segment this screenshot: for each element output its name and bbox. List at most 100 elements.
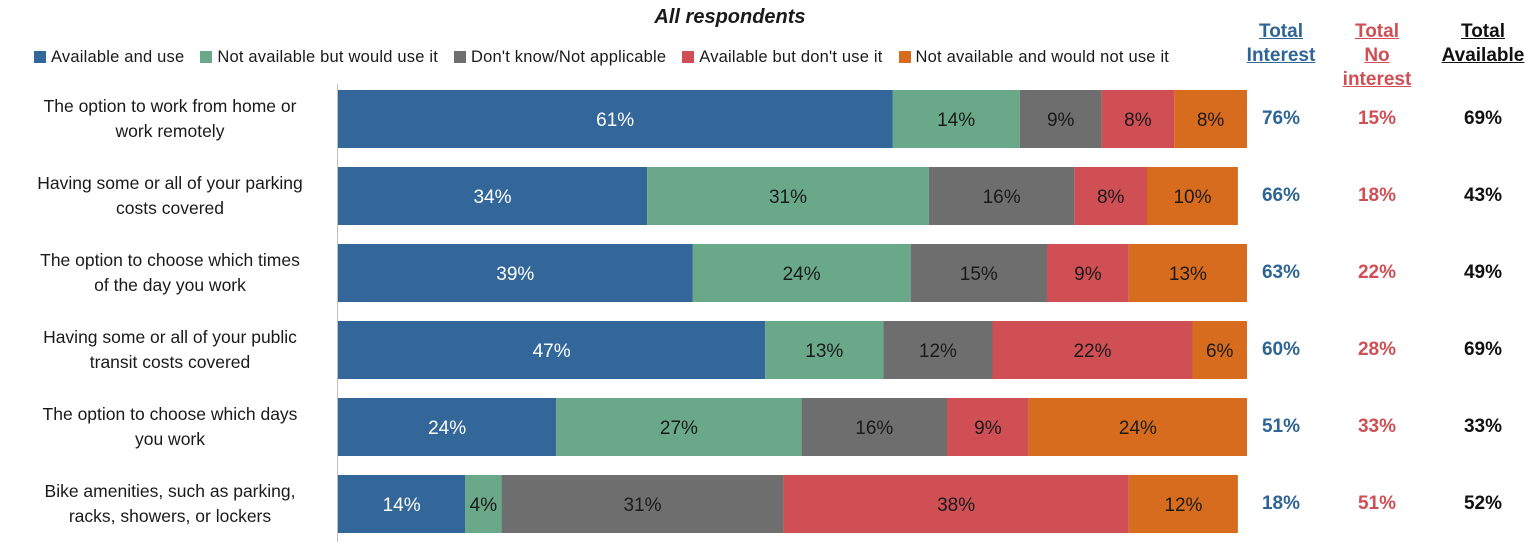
bar-data-label: 24% <box>1119 418 1157 439</box>
category-label: Having some or all of your public transit… <box>14 325 326 375</box>
bar-data-label: 14% <box>383 495 421 516</box>
total-no-interest-header: Total No interest <box>1329 20 1425 92</box>
bar-data-label: 8% <box>1197 110 1225 131</box>
category-label-line: Bike amenities, such as parking, <box>44 481 296 501</box>
category-label-line: costs covered <box>116 198 224 218</box>
legend-item: Don't know/Not applicable <box>454 48 666 67</box>
legend-label: Available and use <box>51 47 185 66</box>
total-interest-value: 66% <box>1261 185 1301 206</box>
total-available-value: 43% <box>1463 185 1503 206</box>
category-label-line: racks, showers, or lockers <box>68 506 272 526</box>
bar-segment <box>1101 90 1175 148</box>
category-axis-line <box>337 84 338 542</box>
legend-label: Available but don't use it <box>699 47 883 66</box>
bar-data-label: 38% <box>937 495 975 516</box>
bar-data-label: 12% <box>919 341 957 362</box>
bar-segment <box>910 244 1048 302</box>
bar-data-label: 16% <box>983 187 1021 208</box>
total-available-value: 49% <box>1463 262 1503 283</box>
bar-segment <box>1174 90 1247 148</box>
bar-segment <box>501 475 784 533</box>
bar-segment <box>338 167 648 225</box>
legend-item: Available but don't use it <box>682 48 882 67</box>
bar-data-label: 27% <box>660 418 698 439</box>
category-label: The option to choose which times of the d… <box>14 248 326 298</box>
bar-segment <box>1147 167 1238 225</box>
total-no-interest-value: 28% <box>1357 339 1397 360</box>
legend-item: Available and use <box>34 48 184 67</box>
bar-segment <box>1128 475 1238 533</box>
legend-label: Not available and would not use it <box>915 47 1170 66</box>
total-available-value: 69% <box>1463 339 1503 360</box>
bar-segment <box>1128 244 1247 302</box>
bar-segment <box>928 167 1075 225</box>
total-interest-value: 18% <box>1261 493 1301 514</box>
bar-segment <box>883 321 993 379</box>
bar-data-label: 4% <box>470 495 498 516</box>
bar-data-label: 39% <box>496 264 534 285</box>
category-label-line: transit costs covered <box>89 352 251 372</box>
bar-data-label: 16% <box>855 418 893 439</box>
category-label-line: The option to choose which times <box>40 250 300 270</box>
bar-data-label: 13% <box>805 341 843 362</box>
bar-segment <box>1028 398 1247 456</box>
bar-data-label: 9% <box>974 418 1002 439</box>
total-available-value: 69% <box>1463 108 1503 129</box>
bar-data-label: 9% <box>1074 264 1102 285</box>
legend-swatch <box>200 51 213 63</box>
total-available-value: 33% <box>1463 416 1503 437</box>
bar-data-label: 47% <box>533 341 571 362</box>
category-label-line: The option to choose which days <box>42 404 298 424</box>
total-available-header-line1: Total <box>1461 21 1505 42</box>
legend-swatch <box>898 51 911 63</box>
category-label: Having some or all of your parking costs … <box>14 171 326 221</box>
bar-segment <box>338 398 557 456</box>
total-available-value: 52% <box>1463 493 1503 514</box>
chart-title: All respondents <box>654 6 806 28</box>
bar-data-label: 14% <box>937 110 975 131</box>
category-label: The option to work from home or work remo… <box>14 94 326 144</box>
bar-segment <box>992 321 1193 379</box>
bar-segment <box>765 321 884 379</box>
total-interest-header-line1: Total <box>1259 21 1303 42</box>
bar-data-label: 31% <box>623 495 661 516</box>
category-label-line: of the day you work <box>94 275 246 295</box>
bar-segment <box>1192 321 1247 379</box>
bar-data-label: 8% <box>1097 187 1125 208</box>
legend: Available and use Not available but would… <box>34 46 1185 68</box>
legend-swatch <box>454 51 467 63</box>
bar-segment <box>338 244 693 302</box>
total-no-interest-value: 51% <box>1357 493 1397 514</box>
bar-data-label: 8% <box>1124 110 1152 131</box>
category-label-line: work remotely <box>115 121 225 141</box>
legend-item: Not available but would use it <box>200 48 438 67</box>
bar-segment <box>338 90 893 148</box>
category-label: Bike amenities, such as parking, racks, s… <box>14 479 326 529</box>
bar-segment <box>1047 244 1129 302</box>
bar-segment <box>783 475 1129 533</box>
total-interest-value: 51% <box>1261 416 1301 437</box>
category-label-line: The option to work from home or <box>43 96 297 116</box>
bar-data-label: 31% <box>769 187 807 208</box>
bar-data-label: 12% <box>1164 495 1202 516</box>
bar-segment <box>692 244 911 302</box>
bar-data-label: 10% <box>1173 187 1211 208</box>
total-no-interest-value: 22% <box>1357 262 1397 283</box>
legend-label: Don't know/Not applicable <box>471 47 667 66</box>
bar-data-label: 9% <box>1047 110 1075 131</box>
bar-segment <box>556 398 802 456</box>
category-label-line: Having some or all of your parking <box>37 173 303 193</box>
bar-segment <box>892 90 1020 148</box>
total-interest-header: Total Interest <box>1233 20 1329 68</box>
total-interest-value: 63% <box>1261 262 1301 283</box>
bar-segment <box>465 475 502 533</box>
category-labels: The option to work from home or work remo… <box>0 0 340 547</box>
category-label-line: you work <box>134 429 206 449</box>
bar-segment <box>647 167 929 225</box>
total-no-interest-header-line1: Total <box>1355 21 1399 42</box>
total-no-interest-value: 33% <box>1357 416 1397 437</box>
bar-segment <box>338 475 466 533</box>
bar-data-label: 13% <box>1169 264 1207 285</box>
total-interest-header-line2: Interest <box>1246 45 1316 66</box>
